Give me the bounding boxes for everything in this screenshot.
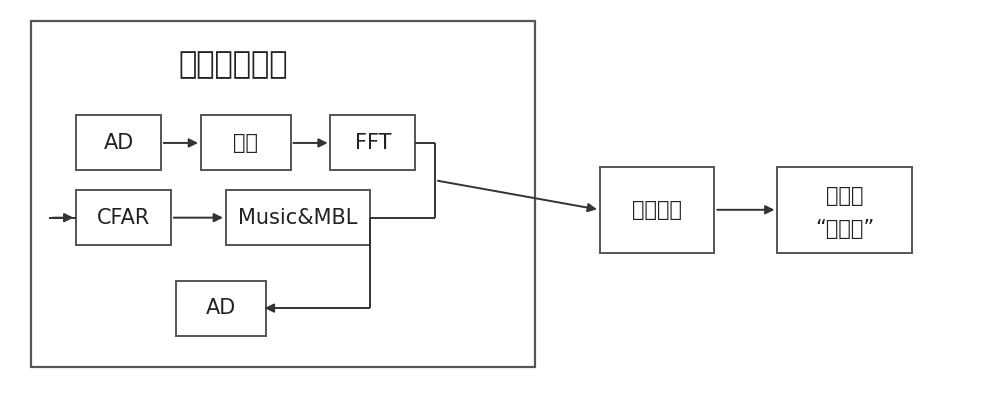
Text: AD: AD [103,133,134,153]
Bar [777,167,912,253]
Bar [226,190,370,245]
Bar [201,115,291,170]
Bar [176,281,266,336]
Text: FFT: FFT [355,133,391,153]
Text: 姿态及: 姿态及 [826,186,863,206]
Text: 坐标变换: 坐标变换 [632,200,682,220]
Bar [600,167,714,253]
Bar [31,21,535,367]
Text: “净空値”: “净空値” [815,219,874,240]
Bar [76,115,161,170]
Bar [76,190,171,245]
Text: AD: AD [206,298,236,318]
Text: CFAR: CFAR [97,208,150,228]
Text: 雷达信号处理: 雷达信号处理 [178,50,287,79]
Text: 加窗: 加窗 [233,133,258,153]
Text: Music&MBL: Music&MBL [238,208,358,228]
Bar [330,115,415,170]
